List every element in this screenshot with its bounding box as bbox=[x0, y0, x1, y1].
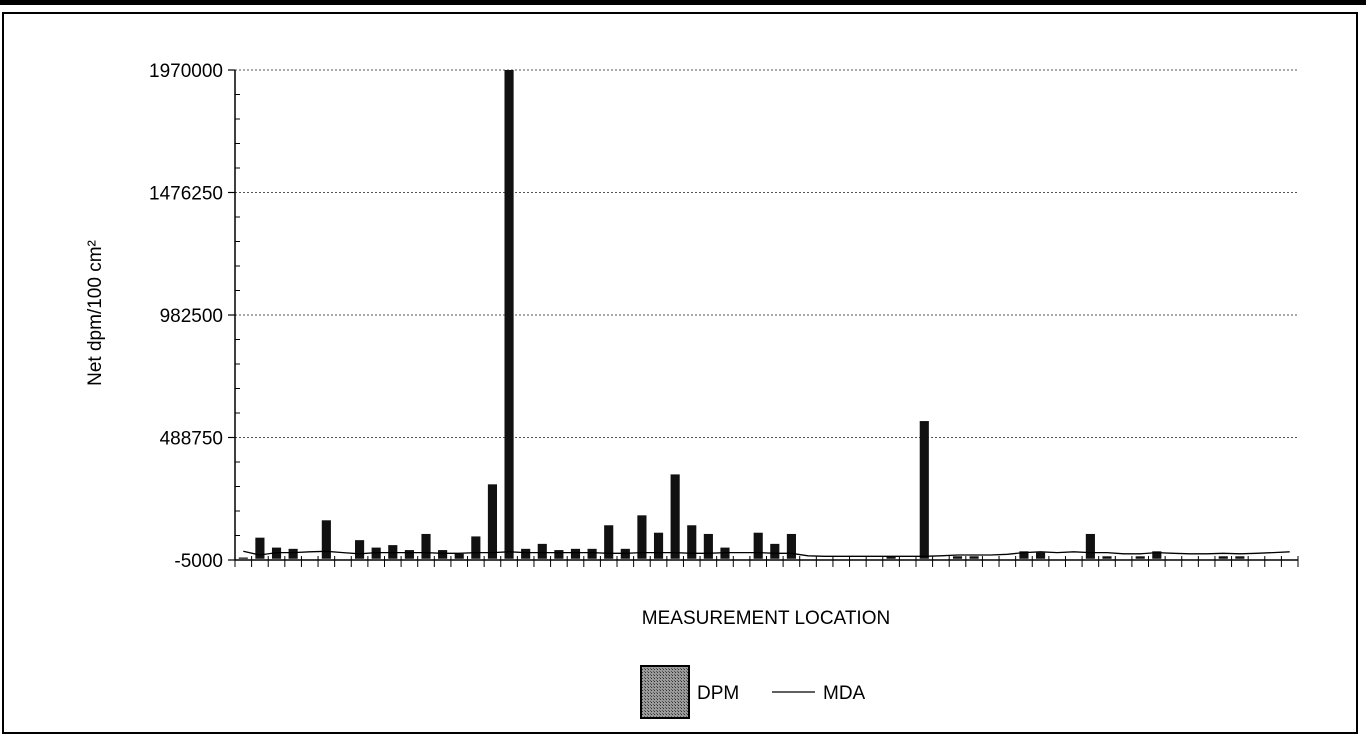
dpm-bar bbox=[521, 548, 531, 559]
axes bbox=[228, 69, 1299, 567]
dpm-bar bbox=[404, 550, 414, 559]
dpm-bar bbox=[1035, 552, 1046, 559]
dpm-bar bbox=[753, 532, 763, 559]
dpm-bar bbox=[388, 545, 398, 559]
dpm-bar bbox=[454, 553, 464, 559]
dpm-bar bbox=[1235, 556, 1245, 559]
mda-line bbox=[243, 550, 1290, 557]
dpm-bar bbox=[770, 543, 780, 559]
legend-dpm-swatch bbox=[640, 665, 690, 719]
y-tick-label: 488750 bbox=[160, 429, 223, 450]
dpm-bar bbox=[670, 474, 680, 559]
dpm-bar bbox=[288, 548, 298, 559]
gridlines bbox=[235, 69, 1298, 438]
dpm-bar bbox=[421, 533, 431, 559]
dpm-bar bbox=[1019, 551, 1029, 559]
dpm-bar bbox=[969, 556, 979, 559]
y-tick-label: 1476250 bbox=[149, 184, 223, 205]
legend-mda-label: MDA bbox=[823, 683, 866, 704]
x-axis-title: MEASUREMENT LOCATION bbox=[642, 608, 890, 629]
dpm-bar bbox=[1152, 551, 1162, 559]
y-tick-label: -5000 bbox=[174, 551, 223, 572]
legend: DPM MDA bbox=[640, 665, 866, 719]
dpm-bar bbox=[653, 532, 664, 559]
dpm-bar bbox=[570, 548, 581, 559]
dpm-bar bbox=[919, 421, 929, 559]
dpm-bar bbox=[1135, 556, 1145, 559]
dpm-bar bbox=[786, 533, 796, 559]
dpm-bar bbox=[604, 525, 614, 559]
dpm-bar bbox=[587, 548, 597, 559]
dpm-bar bbox=[504, 70, 514, 559]
legend-dpm-label: DPM bbox=[697, 683, 739, 704]
dpm-bar bbox=[255, 537, 265, 559]
y-axis-title: Net dpm/100 cm² bbox=[85, 240, 106, 386]
dpm-bar bbox=[537, 543, 547, 559]
dpm-bar bbox=[886, 556, 896, 559]
dpm-bar bbox=[355, 540, 365, 559]
dpm-bar bbox=[1085, 533, 1095, 559]
dpm-bar bbox=[471, 536, 481, 559]
dpm-bar bbox=[687, 525, 697, 559]
dpm-bar bbox=[321, 520, 331, 559]
dpm-bar bbox=[703, 533, 713, 559]
chart-frame bbox=[2, 12, 1358, 734]
dpm-bar bbox=[554, 550, 564, 559]
top-border-rule bbox=[0, 0, 1366, 5]
dpm-bar bbox=[952, 556, 963, 559]
y-tick-labels: 1970000 1476250 982500 488750 -5000 bbox=[149, 61, 223, 572]
dpm-bar bbox=[1218, 556, 1228, 559]
dpm-bar bbox=[1102, 556, 1112, 559]
dpm-bar bbox=[637, 515, 647, 559]
dpm-bar bbox=[487, 484, 498, 559]
dpm-bar bbox=[438, 550, 448, 559]
y-tick-label: 982500 bbox=[160, 306, 223, 327]
dpm-bar bbox=[238, 557, 248, 559]
dpm-bars bbox=[238, 70, 1245, 559]
y-tick-label: 1970000 bbox=[149, 61, 223, 82]
